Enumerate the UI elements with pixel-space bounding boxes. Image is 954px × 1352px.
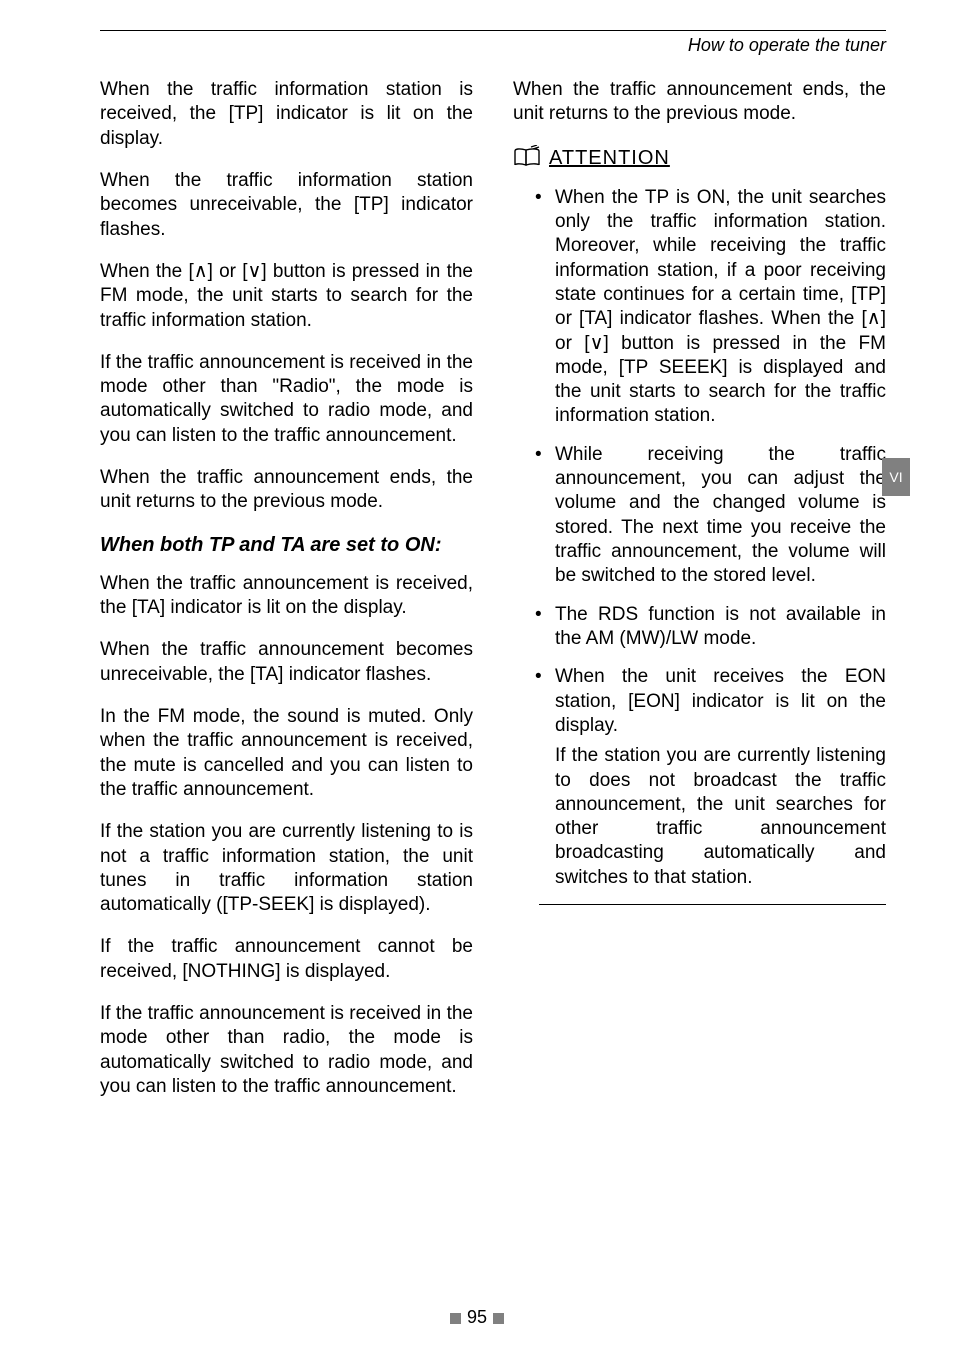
bullet-text: When the TP is ON, the unit searches onl… [555,187,886,427]
right-column: When the traffic announcement ends, the … [513,78,886,1099]
bullet-item: The RDS function is not available in the… [539,603,886,652]
content-columns: When the traffic information station is … [100,78,886,1099]
left-column: When the traffic information station is … [100,78,473,1099]
footer-square-icon [493,1313,504,1324]
bullet-continuation: If the station you are currently listeni… [555,744,886,890]
body-paragraph: If the traffic announcement is received … [100,351,473,448]
attention-heading: ATTENTION [513,145,886,172]
body-paragraph: When the traffic information station bec… [100,169,473,242]
bullet-text: While receiving the traffic announcement… [555,444,886,587]
section-tab: VI [882,458,910,496]
attention-label: ATTENTION [549,147,670,170]
body-paragraph: If the traffic announcement is received … [100,1002,473,1099]
body-paragraph: If the station you are currently listeni… [100,820,473,917]
attention-bullets: When the TP is ON, the unit searches onl… [513,186,886,890]
bullet-text: The RDS function is not available in the… [555,604,886,649]
section-header: How to operate the tuner [100,35,886,56]
body-paragraph: If the traffic announcement cannot be re… [100,935,473,984]
bullet-text: When the unit receives the EON station, … [555,666,886,736]
footer-square-icon [450,1313,461,1324]
body-paragraph: When the traffic announcement ends, the … [100,466,473,515]
page-number: 95 [467,1307,487,1327]
body-paragraph: When the traffic announcement becomes un… [100,638,473,687]
bullet-item: While receiving the traffic announcement… [539,443,886,589]
page: How to operate the tuner When the traffi… [0,0,954,1352]
body-paragraph: When the traffic announcement is receive… [100,572,473,621]
body-paragraph: When the traffic announcement ends, the … [513,78,886,127]
body-paragraph: In the FM mode, the sound is muted. Only… [100,705,473,802]
top-rule [100,30,886,31]
page-footer: 95 [0,1307,954,1328]
bullet-item: When the TP is ON, the unit searches onl… [539,186,886,429]
bullet-item: When the unit receives the EON station, … [539,665,886,890]
subheading: When both TP and TA are set to ON: [100,533,473,558]
body-paragraph: When the traffic information station is … [100,78,473,151]
book-icon [513,145,541,172]
attention-end-rule [539,904,886,905]
body-paragraph: When the [∧] or [∨] button is pressed in… [100,260,473,333]
